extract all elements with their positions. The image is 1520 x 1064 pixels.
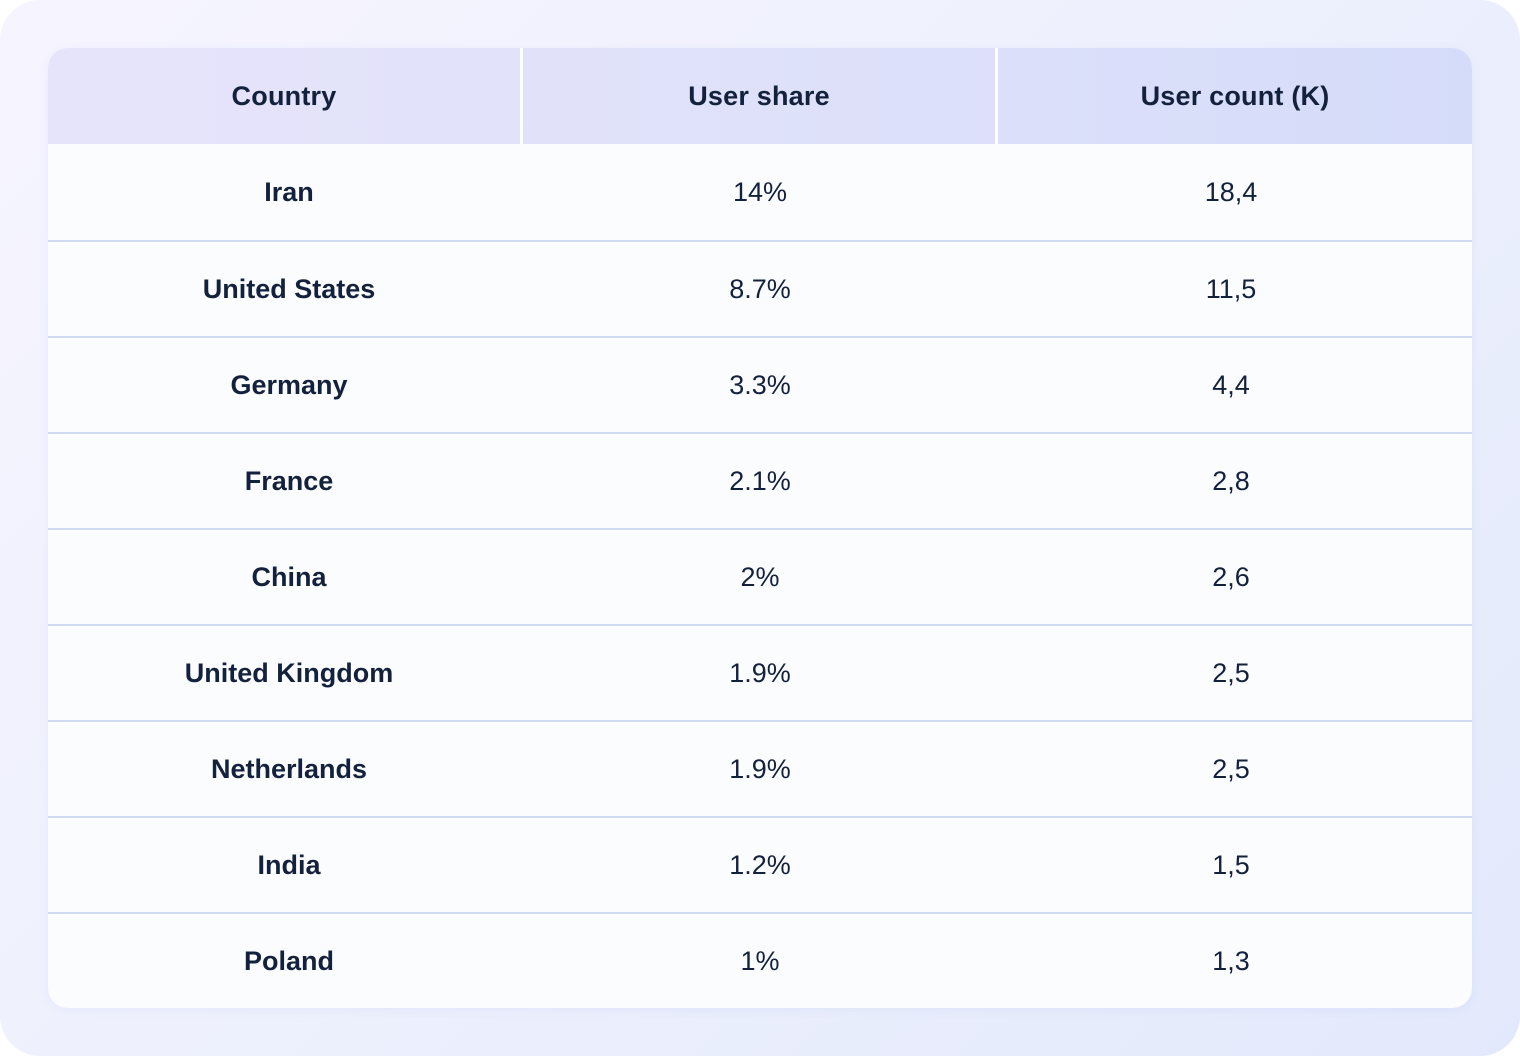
cell-country: Netherlands	[210, 753, 368, 784]
cell-country: United States	[202, 273, 376, 304]
cell-country: India	[257, 849, 321, 880]
cell-user-count: 2,6	[1212, 561, 1250, 592]
cell-user-share: 2.1%	[729, 465, 791, 496]
cell-user-share: 1.2%	[729, 849, 791, 880]
table-row: China 2% 2,6	[48, 528, 1472, 624]
table-row: Netherlands 1.9% 2,5	[48, 720, 1472, 816]
column-header-country: Country	[48, 48, 523, 144]
cell-country: United Kingdom	[184, 657, 394, 688]
cell-user-count: 2,5	[1212, 657, 1250, 688]
table-row: India 1.2% 1,5	[48, 816, 1472, 912]
cell-user-share: 1.9%	[729, 657, 791, 688]
column-header-user-count: User count (K)	[1140, 80, 1330, 111]
cell-user-share: 3.3%	[729, 369, 791, 400]
table-row: France 2.1% 2,8	[48, 432, 1472, 528]
table-row: Germany 3.3% 4,4	[48, 336, 1472, 432]
table-row: United States 8.7% 11,5	[48, 240, 1472, 336]
table-row: United Kingdom 1.9% 2,5	[48, 624, 1472, 720]
cell-country: Germany	[230, 369, 348, 400]
cell-user-count: 11,5	[1205, 273, 1257, 304]
cell-user-count: 18,4	[1204, 176, 1258, 207]
cell-user-count: 1,5	[1212, 849, 1250, 880]
cell-user-share: 8.7%	[729, 273, 791, 304]
table-body: Iran 14% 18,4 United States 8.7% 11,5 Ge…	[48, 144, 1472, 1008]
table-row: Poland 1% 1,3	[48, 912, 1472, 1008]
cell-country: Iran	[264, 176, 314, 207]
country-user-table: Country User share User count (K) Iran 1…	[48, 48, 1472, 1008]
table-row: Iran 14% 18,4	[48, 144, 1472, 240]
cell-user-count: 2,8	[1212, 465, 1250, 496]
cell-user-count: 2,5	[1212, 753, 1250, 784]
cell-country: France	[244, 465, 334, 496]
cell-user-share: 2%	[740, 561, 780, 592]
cell-user-share: 14%	[732, 176, 788, 207]
column-header-user-share: User share	[523, 48, 998, 144]
cell-user-share: 1.9%	[729, 753, 791, 784]
cell-country: Poland	[243, 945, 334, 976]
cell-user-count: 1,3	[1212, 945, 1250, 976]
cell-country: China	[251, 561, 327, 592]
cell-user-count: 4,4	[1212, 369, 1250, 400]
table-header-row: Country User share User count (K)	[48, 48, 1472, 144]
cell-user-share: 1%	[740, 945, 780, 976]
